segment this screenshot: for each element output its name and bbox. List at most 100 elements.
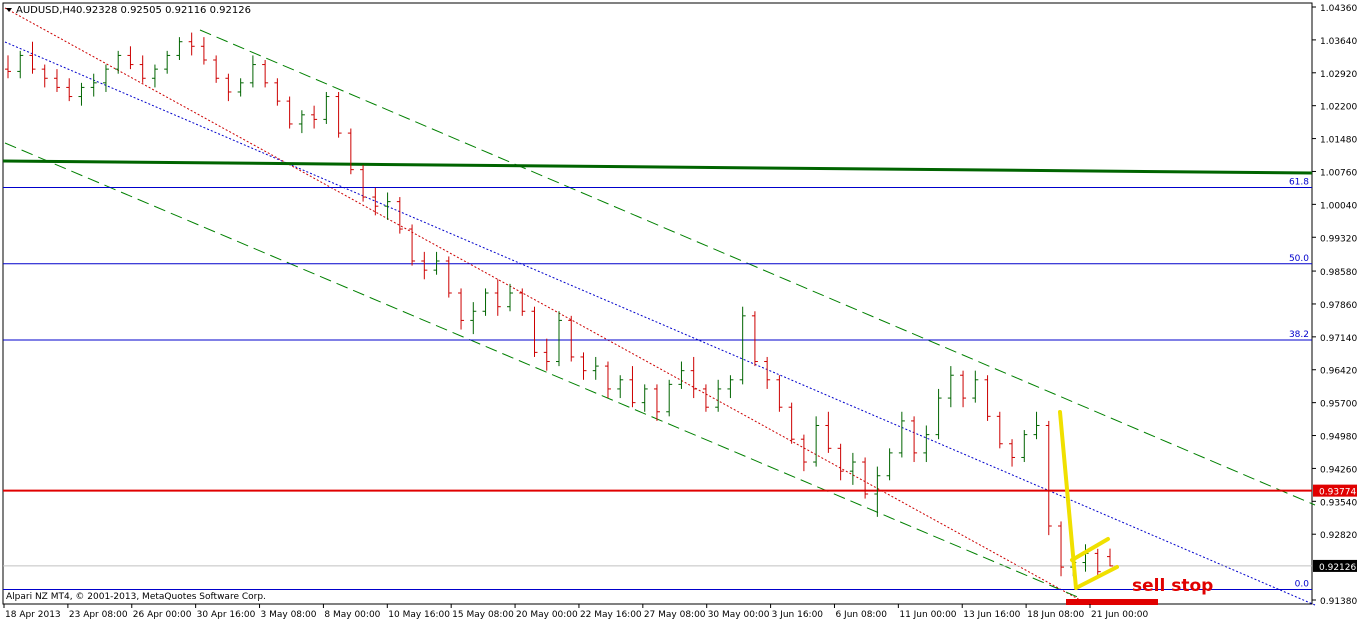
fib-label: 38.2: [1289, 330, 1309, 340]
current-price-label: 0.92126: [1319, 563, 1356, 573]
candle: [102, 64, 109, 92]
candle: [360, 165, 367, 202]
candle: [1033, 411, 1040, 440]
price-tick-label: 1.01480: [1320, 136, 1357, 146]
candle: [225, 73, 232, 102]
moving-average-line: [2, 159, 1313, 175]
price-tick-label: 0.91380: [1320, 597, 1357, 607]
time-tick-label: 3 Jun 16:00: [772, 610, 824, 620]
candle: [629, 366, 636, 408]
candle: [715, 379, 722, 412]
candle: [494, 279, 501, 316]
resistance-price-badge: [1313, 484, 1357, 497]
time-tick-label: 22 May 16:00: [580, 610, 642, 620]
price-tick-label: 1.00760: [1320, 168, 1357, 178]
candle: [421, 251, 428, 280]
candle: [886, 448, 893, 481]
price-tick-label: 0.94260: [1320, 465, 1357, 475]
time-tick-label: 6 Jun 08:00: [835, 610, 887, 620]
candle: [176, 37, 183, 60]
candle: [90, 73, 97, 97]
candle: [825, 411, 832, 453]
candle: [1009, 439, 1016, 467]
candle: [911, 416, 918, 463]
candle: [507, 283, 514, 312]
plot-frame: [2, 2, 1313, 605]
candle: [800, 434, 807, 472]
candle: [1045, 420, 1052, 536]
fib-levels: 61.8 50.0 38.2 0.0: [3, 177, 1312, 590]
lower-channel-line: [4, 142, 1081, 599]
candle: [286, 96, 293, 129]
blue-trendline: [4, 41, 1316, 606]
candle: [568, 315, 575, 362]
candle: [1058, 521, 1065, 577]
time-tick-label: 30 Apr 16:00: [197, 610, 256, 620]
yellow-drawn-line: [1074, 565, 1119, 590]
candle: [862, 457, 869, 499]
price-axis: 1.04360 1.03640 1.02920 1.02200 1.01480 1.007…: [1312, 4, 1357, 607]
candle: [470, 302, 477, 335]
candle: [898, 411, 905, 458]
candle: [384, 192, 391, 220]
chevron-down-icon[interactable]: [6, 8, 12, 12]
sell-stop-bar: [1066, 599, 1158, 605]
price-tick-label: 1.03640: [1320, 37, 1357, 47]
candle: [78, 82, 85, 106]
fib-label: 0.0: [1295, 579, 1310, 589]
candle: [237, 78, 244, 97]
candle: [151, 64, 158, 88]
ohlc-values: 0.92328 0.92505 0.92116 0.92126: [76, 5, 251, 16]
candle: [115, 50, 122, 74]
candle: [188, 32, 195, 56]
candle: [482, 288, 489, 316]
candle: [739, 306, 746, 385]
candle: [164, 50, 171, 74]
candle: [604, 361, 611, 399]
price-tick-label: 0.92820: [1320, 531, 1357, 541]
candle: [445, 256, 452, 298]
candle: [874, 466, 881, 517]
yellow-drawn-line: [1070, 537, 1110, 562]
upper-channel-line: [199, 29, 1316, 506]
candle: [396, 197, 403, 234]
price-tick-label: 1.02920: [1320, 70, 1357, 80]
sell-stop-label: sell stop: [1132, 576, 1213, 596]
candle: [580, 352, 587, 380]
candle: [41, 64, 48, 88]
candle: [139, 55, 146, 83]
candle: [592, 356, 599, 380]
candle: [17, 50, 24, 79]
time-tick-label: 13 Jun 16:00: [963, 610, 1020, 620]
price-tick-label: 0.93540: [1320, 498, 1357, 508]
price-tick-label: 0.97140: [1320, 334, 1357, 344]
candle: [690, 356, 697, 399]
time-tick-label: 27 May 08:00: [644, 610, 706, 620]
candle: [837, 443, 844, 481]
candle: [813, 416, 820, 467]
candle: [66, 78, 73, 102]
candle: [702, 384, 709, 412]
candle: [996, 411, 1003, 449]
candle: [653, 384, 660, 421]
candle: [678, 361, 685, 389]
candle: [433, 251, 440, 275]
candle: [200, 37, 207, 65]
candle: [127, 46, 134, 70]
candle: [543, 338, 550, 371]
trend-lines: [2, 7, 1316, 606]
copyright-text: Alpari NZ MT4, © 2001-2013, MetaQuotes S…: [6, 592, 266, 602]
candle: [213, 55, 220, 83]
time-axis: 18 Apr 2013 23 Apr 08:00 26 Apr 00:00 30 Ap…: [3, 604, 1148, 620]
candle: [409, 224, 416, 266]
candle: [849, 452, 856, 485]
candle: [311, 105, 318, 129]
annotations: [1058, 410, 1158, 605]
time-tick-label: 11 Jun 00:00: [899, 610, 956, 620]
candle: [53, 69, 60, 92]
candle: [788, 402, 795, 444]
time-tick-label: 21 Jun 00:00: [1091, 610, 1148, 620]
price-tick-label: 0.97860: [1320, 301, 1357, 311]
